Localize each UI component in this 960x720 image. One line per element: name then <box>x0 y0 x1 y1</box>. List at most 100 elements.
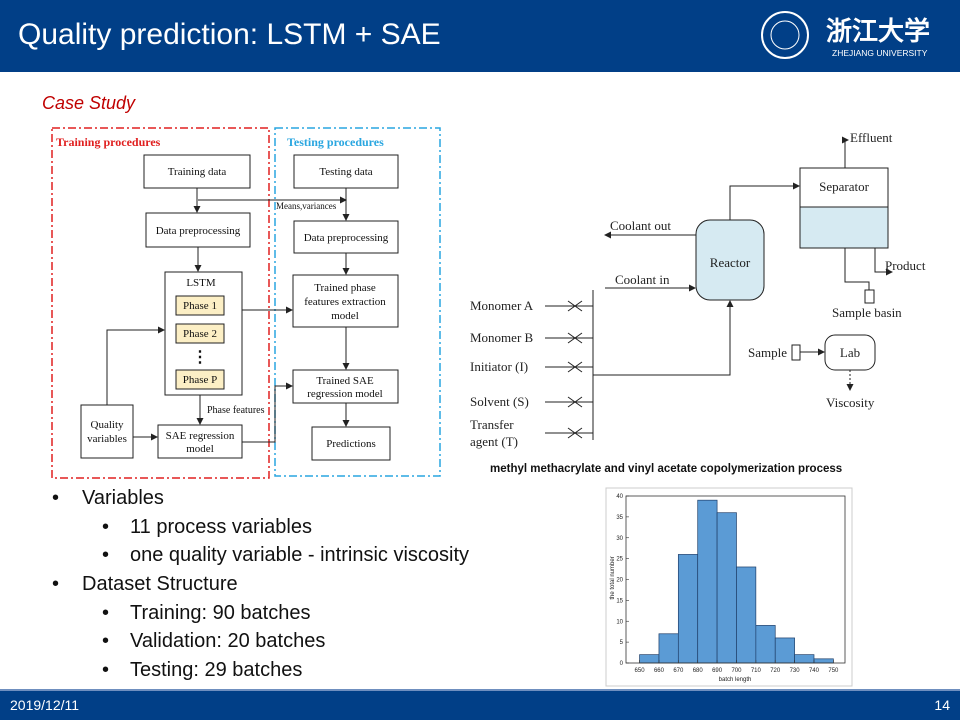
y-tick-label: 35 <box>616 515 623 521</box>
label: Trained phase <box>314 282 376 294</box>
bullets: • Variables • 11 process variables • one qu… <box>52 487 469 681</box>
section: Case Study <box>42 93 136 113</box>
bullet: Dataset Structure <box>82 573 238 595</box>
label: agent (T) <box>470 434 518 449</box>
bullet: Training: 90 batches <box>130 602 310 624</box>
x-tick-label: 720 <box>770 668 781 674</box>
flowchart: Training procedures Testing procedures T… <box>51 127 441 479</box>
label: Coolant in <box>615 272 670 287</box>
logo-en: ZHEJIANG UNIVERSITY <box>832 48 928 58</box>
label: Phase 2 <box>183 328 217 340</box>
bullet: Validation: 20 batches <box>130 630 325 652</box>
label: Training data <box>168 166 227 178</box>
bar <box>755 625 776 664</box>
label: Separator <box>819 179 869 194</box>
label: Monomer A <box>470 298 534 313</box>
label: Data preprocessing <box>156 225 241 237</box>
x-tick-label: 750 <box>828 668 839 674</box>
logo-seal <box>761 11 809 59</box>
page-number: 14 <box>934 697 950 713</box>
caption: methyl methacrylate and vinyl acetate co… <box>490 463 842 475</box>
bullet-dot: • <box>102 630 109 652</box>
footer-date: 2019/12/11 <box>10 697 79 713</box>
bullet: Testing: 29 batches <box>130 659 302 681</box>
x-tick-label: 680 <box>693 668 704 674</box>
x-tick-label: 700 <box>731 668 742 674</box>
bar <box>736 566 757 664</box>
footer-bar <box>0 690 960 720</box>
label: Testing data <box>319 166 372 178</box>
label: Phase P <box>183 374 218 386</box>
y-tick-label: 20 <box>616 578 623 584</box>
label: variables <box>87 433 127 445</box>
label: Viscosity <box>826 395 875 410</box>
label: Sample <box>748 345 787 360</box>
logo-seal-inner <box>770 20 800 50</box>
x-tick-label: 650 <box>635 668 646 674</box>
bar <box>813 658 834 664</box>
label: regression model <box>307 388 382 400</box>
label: Reactor <box>710 255 751 270</box>
bar <box>697 499 718 664</box>
testing-frame <box>274 127 441 477</box>
y-tick-label: 15 <box>616 598 623 604</box>
label: Quality <box>91 419 124 431</box>
label: Monomer B <box>470 330 534 345</box>
label: Solvent (S) <box>470 394 529 409</box>
x-label: batch length <box>719 677 752 683</box>
bullet-dot: • <box>102 659 109 681</box>
bar <box>639 654 660 664</box>
bar <box>774 637 795 664</box>
y-tick-label: 10 <box>616 619 623 625</box>
y-tick-label: 25 <box>616 557 623 563</box>
label: Initiator (I) <box>470 359 528 374</box>
label: Transfer <box>470 417 514 432</box>
label: Effluent <box>850 130 893 145</box>
histogram: batch length the total number 0 5 10 15 20 25… <box>605 487 853 687</box>
y-tick-label: 30 <box>616 536 623 542</box>
label: Training procedures <box>56 135 161 149</box>
y-tick-label: 40 <box>616 494 623 500</box>
label: Product <box>885 258 926 273</box>
x-tick-label: 740 <box>809 668 820 674</box>
x-tick-label: 730 <box>790 668 801 674</box>
label: Data preprocessing <box>304 232 389 244</box>
bullet-dot: • <box>52 573 59 595</box>
bullet: one quality variable - intrinsic viscosi… <box>130 544 469 566</box>
bar <box>716 512 737 664</box>
x-tick-label: 670 <box>673 668 684 674</box>
label: Phase features <box>207 405 265 416</box>
label: Phase 1 <box>183 300 217 312</box>
label: ⋮ <box>192 349 208 366</box>
x-tick-label: 710 <box>751 668 762 674</box>
label: Coolant out <box>610 218 671 233</box>
y-tick-label: 0 <box>620 661 624 667</box>
bullet-dot: • <box>102 602 109 624</box>
label: model <box>186 443 214 455</box>
label: Means,variances <box>276 201 337 211</box>
label: Trained SAE <box>316 375 374 387</box>
label: model <box>331 310 359 322</box>
label: Predictions <box>326 438 376 450</box>
y-label: the total number <box>610 556 616 599</box>
logo-cn: 浙江大学 <box>826 16 930 47</box>
bullet: 11 process variables <box>130 516 312 538</box>
label: features extraction <box>304 296 386 308</box>
label: LSTM <box>186 277 216 289</box>
bullet: Variables <box>82 487 164 509</box>
bullet-dot: • <box>102 516 109 538</box>
training-frame <box>51 127 270 479</box>
y-tick-label: 5 <box>620 640 624 646</box>
process-diagram: Effluent Separator Coolant out Reactor C… <box>470 130 926 449</box>
label: Lab <box>840 345 860 360</box>
x-tick-label: 690 <box>712 668 723 674</box>
bullet-dot: • <box>102 544 109 566</box>
title: Quality prediction: LSTM + SAE <box>18 18 441 51</box>
label: Sample basin <box>832 305 902 320</box>
label: SAE regression <box>166 430 235 442</box>
bullet-dot: • <box>52 487 59 509</box>
label: Testing procedures <box>287 135 384 149</box>
x-tick-label: 660 <box>654 668 665 674</box>
bar <box>658 633 679 664</box>
